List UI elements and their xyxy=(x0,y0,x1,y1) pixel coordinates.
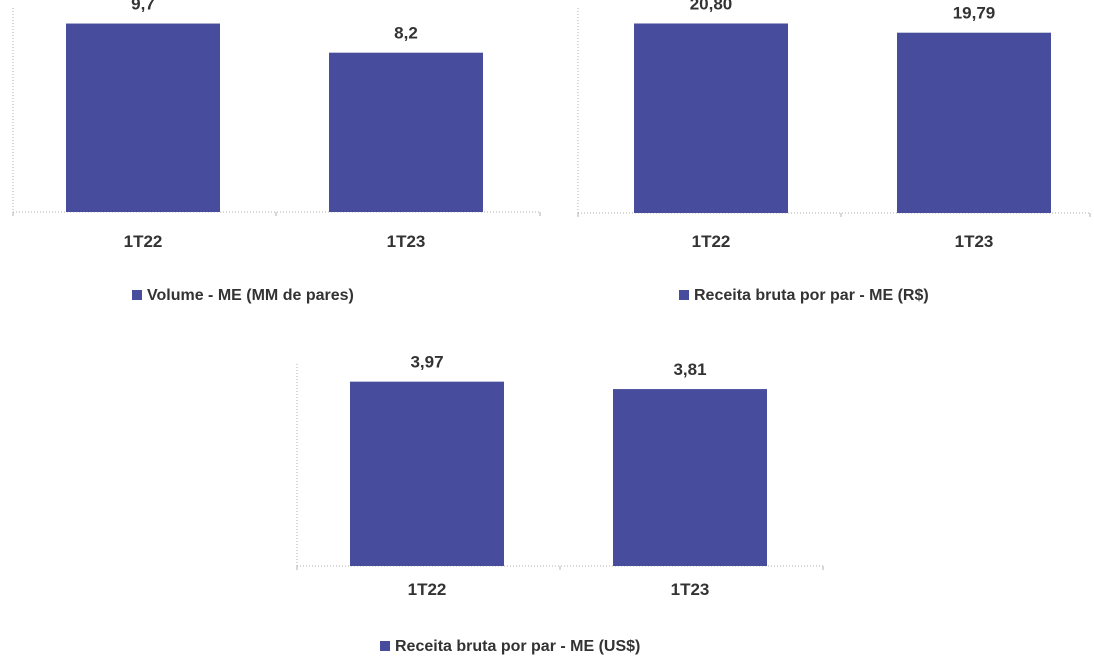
bar xyxy=(897,32,1051,213)
legend-swatch xyxy=(679,290,689,300)
legend-label: Volume - ME (MM de pares) xyxy=(147,287,354,304)
data-label: 19,79 xyxy=(953,4,996,23)
data-label: 8,2 xyxy=(394,24,418,43)
legend-label: Receita bruta por par - ME (R$) xyxy=(694,287,929,304)
legend: Volume - ME (MM de pares) xyxy=(132,287,354,304)
chart-2: 20,80 1T22 19,79 1T23 Receita bruta por par … xyxy=(577,0,1091,304)
legend: Receita bruta por par - ME (R$) xyxy=(679,287,929,304)
category-label: 1T22 xyxy=(692,232,731,251)
category-label: 1T23 xyxy=(671,580,710,599)
legend-swatch xyxy=(132,290,142,300)
legend-swatch xyxy=(380,641,390,651)
data-label: 3,81 xyxy=(673,360,706,379)
data-label: 20,80 xyxy=(690,0,733,13)
bar xyxy=(350,381,504,566)
chart-1: 9,7 1T22 8,2 1T23 Volume - ME (MM de pares) xyxy=(12,0,541,304)
chart-3: 3,97 1T22 3,81 1T23 Receita bruta por par - … xyxy=(296,353,824,655)
category-label: 1T23 xyxy=(955,232,994,251)
category-label: 1T22 xyxy=(124,232,163,251)
bar xyxy=(634,23,788,213)
bar xyxy=(66,23,220,212)
data-label: 3,97 xyxy=(410,353,443,372)
bar xyxy=(613,389,767,566)
bar xyxy=(329,52,483,212)
category-label: 1T22 xyxy=(408,580,447,599)
legend: Receita bruta por par - ME (US$) xyxy=(380,638,640,655)
category-label: 1T23 xyxy=(387,232,426,251)
data-label: 9,7 xyxy=(131,0,155,14)
legend-label: Receita bruta por par - ME (US$) xyxy=(395,638,640,655)
